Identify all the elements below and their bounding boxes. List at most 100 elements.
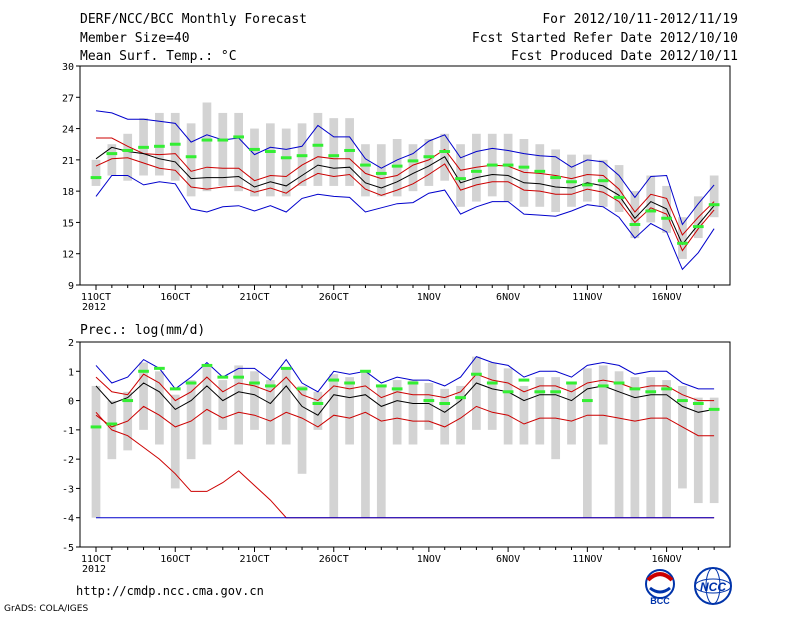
spread-box [155,371,164,445]
y-tick-label: 21 [62,156,74,167]
x-tick-label: 16NOV [652,554,682,565]
spread-box [139,362,148,430]
spread-box [281,368,291,445]
spread-box [218,380,228,430]
variable-label: Mean Surf. Temp.: °C [80,49,237,64]
y-tick-label: 24 [62,125,74,136]
series-line-lower [95,157,715,252]
y-tick-label: 12 [62,250,74,261]
spread-box [234,365,244,445]
spread-box [265,380,275,445]
spread-box [456,144,465,207]
spread-box [646,377,656,518]
series-line-min [95,175,715,271]
spread-box [408,380,418,445]
series-line-mean [95,146,715,246]
x-tick-label: 11NOV [572,292,602,303]
spread-box [297,385,307,474]
forecast-start-date: Fcst Started Refer Date 2012/10/10 [471,31,738,46]
spread-box [91,159,101,186]
spread-box [107,144,117,176]
x-tick-label: 11OCT [81,554,111,565]
spread-box [361,371,370,518]
x-tick-label: 11NOV [572,554,602,565]
grads-credit: GrADS: COLA/IGES [4,604,89,614]
spread-box [630,191,640,239]
year-label: 2012 [82,302,106,313]
spread-box [614,371,624,518]
spread-box [503,368,513,445]
y-tick-label: -3 [62,484,74,495]
x-tick-label: 26OCT [319,554,349,565]
y-tick-label: -5 [62,543,74,554]
spread-box [265,123,275,197]
spread-box [376,144,386,197]
spread-box [567,383,576,445]
spread-box [376,385,386,518]
spread-box [503,133,513,202]
spread-box [535,377,545,445]
series-line-upper [96,137,715,236]
source-url[interactable]: http://cmdp.ncc.cma.gov.cn [76,584,264,598]
spread-box [281,128,291,197]
spread-box [218,112,228,186]
y-tick-label: 27 [62,93,74,104]
spread-box [170,394,180,489]
spread-box [186,380,196,460]
spread-box [202,102,212,192]
spread-box [392,380,402,445]
y-tick-label: 15 [62,218,74,229]
spread-box [630,377,640,518]
ncc-logo-text: NCC [700,580,726,594]
spread-box [693,397,703,504]
x-tick-label: 21OCT [239,292,269,303]
x-tick-label: 16OCT [160,554,190,565]
x-tick-label: 6NOV [496,292,520,303]
ncc-logo: NCC [694,567,732,605]
y-tick-label: -1 [62,426,74,437]
chart-panel-2: -5 -4 -3 -2 -1 0 1 2 11OCT 16OCT 21OCT 26OCT 1NOV 6NO… [62,323,731,575]
series-line-max [95,356,715,393]
spread-box [598,365,608,445]
spread-box [535,144,545,207]
chart-panel-1: 9 12 15 18 21 24 27 30 11OCT 16OCT 21OCT 26OCT 1NOV 6… [62,62,731,313]
forecast-period: For 2012/10/11-2012/11/19 [542,12,738,27]
x-tick-label: 11OCT [81,292,111,303]
spread-box [582,368,592,518]
x-tick-label: 6NOV [496,554,520,565]
chart-title: DERF/NCC/BCC Monthly Forecast [80,12,307,27]
series-line-mean [95,382,715,416]
x-tick-label: 1NOV [417,292,441,303]
spread-box [519,385,529,445]
plot-frame [79,65,731,286]
year-label: 2012 [82,564,106,575]
spread-box [345,118,354,186]
spread-box [392,139,402,197]
spread-box [709,397,719,504]
spread-box [250,371,259,430]
spread-box [456,385,465,445]
y-tick-label: 0 [68,397,74,408]
member-size: Member Size=40 [80,31,190,46]
spread-box [424,383,434,430]
spread-box [361,144,370,197]
spread-box [329,374,339,518]
x-tick-label: 16OCT [160,292,190,303]
spread-box [202,365,212,445]
x-tick-label: 16NOV [652,292,682,303]
precip-panel-title: Prec.: log(mm/d) [80,323,205,338]
x-tick-label: 1NOV [417,554,441,565]
y-tick-label: 18 [62,187,74,198]
spread-box [155,112,164,176]
y-tick-label: 1 [68,367,74,378]
series-line-lower [95,405,715,437]
spread-box [646,175,656,223]
series-line-upper [95,373,715,402]
y-tick-label: -2 [62,455,74,466]
bcc-logo-text: BCC [650,596,670,606]
spread-box [170,112,180,181]
spread-box [678,385,687,489]
spread-box [123,133,133,181]
x-tick-label: 26OCT [319,292,349,303]
